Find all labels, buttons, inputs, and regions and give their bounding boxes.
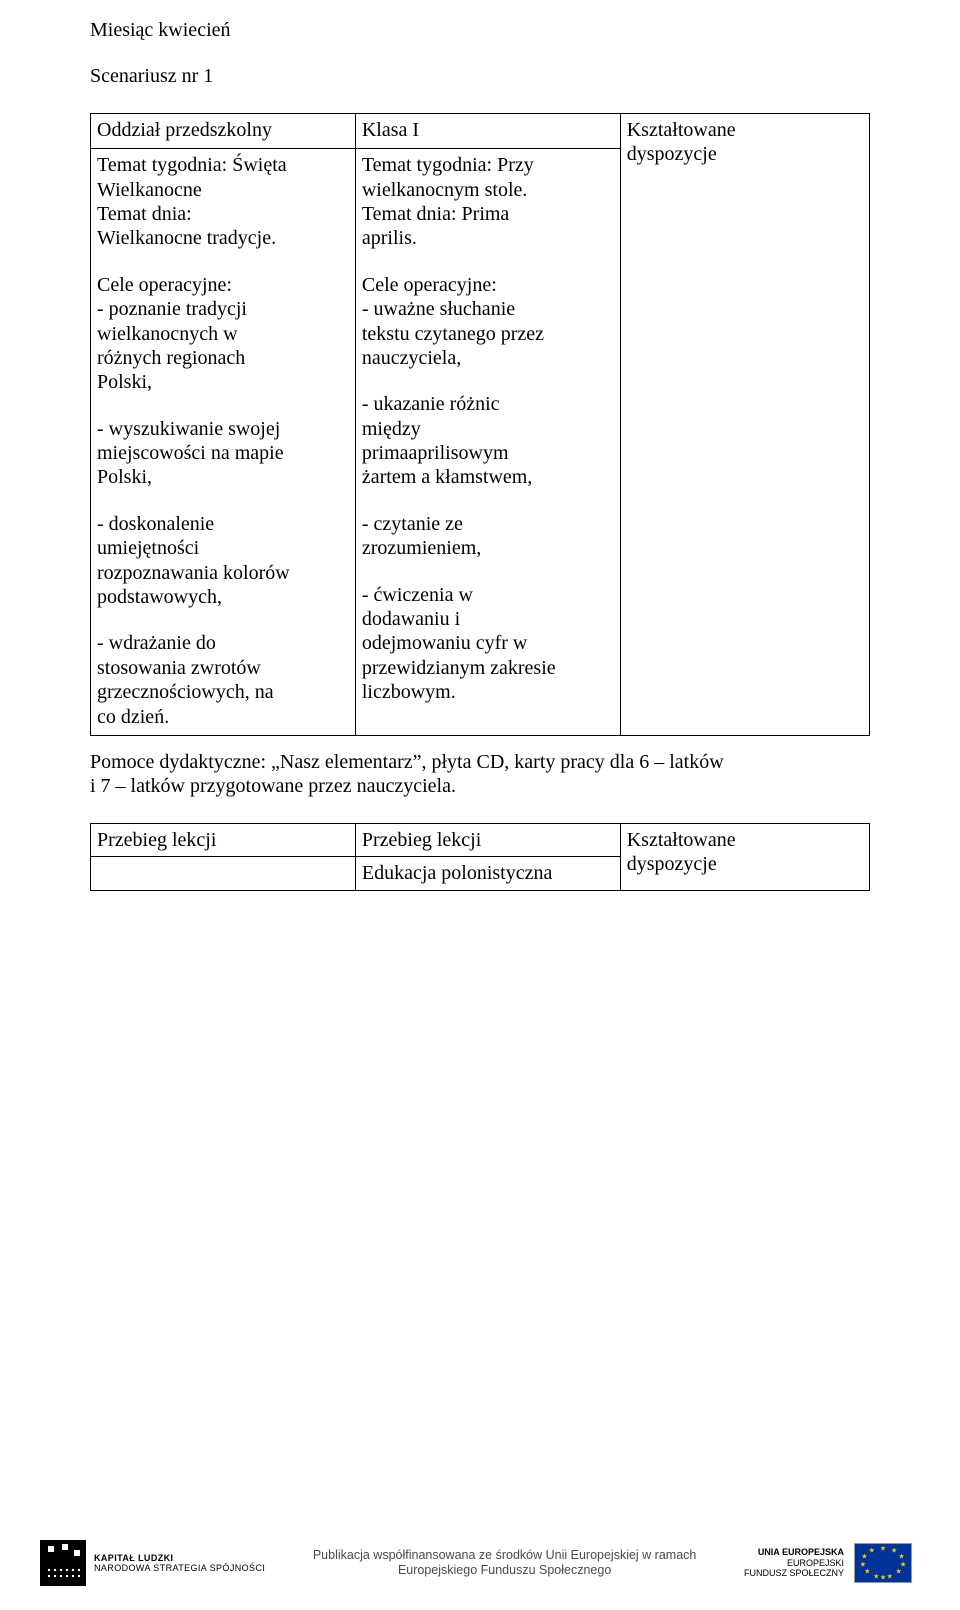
cell-preschool-body: Temat tygodnia: Święta Wielkanocne Temat… [91,149,356,736]
kl-text: KAPITAŁ LUDZKI NARODOWA STRATEGIA SPÓJNO… [94,1553,265,1574]
text-line: Polski, [97,370,349,394]
text-line: Wielkanocne [97,178,349,202]
text-line: wielkanocnym stole. [362,178,614,202]
page-footer: KAPITAŁ LUDZKI NARODOWA STRATEGIA SPÓJNO… [0,1540,960,1586]
th-class1: Klasa I [355,113,620,148]
flow-table: Przebieg lekcji Przebieg lekcji Kształto… [90,823,870,891]
text-line: - wyszukiwanie swojej [97,417,349,441]
text-line: miejscowości na mapie [97,441,349,465]
text-line: - ukazanie różnic [362,392,614,416]
text-line: żartem a kłamstwem, [362,465,614,489]
table-row: Oddział przedszkolny Klasa I Kształtowan… [91,113,870,148]
aids-line2: i 7 – latków przygotowane przez nauczyci… [90,774,870,798]
kl-subtitle: NARODOWA STRATEGIA SPÓJNOŚCI [94,1563,265,1573]
table-row: Przebieg lekcji Przebieg lekcji Kształto… [91,823,870,856]
text-line: umiejętności [97,536,349,560]
page: Miesiąc kwiecień Scenariusz nr 1 Oddział… [0,0,960,1610]
text-line: Temat tygodnia: Święta [97,153,349,177]
flow-education-type: Edukacja polonistyczna [355,857,620,890]
th-preschool: Oddział przedszkolny [91,113,356,148]
kl-title: KAPITAŁ LUDZKI [94,1553,265,1563]
text-line: aprilis. [362,226,614,250]
text-line: - czytanie ze [362,512,614,536]
header-block: Miesiąc kwiecień Scenariusz nr 1 [90,18,870,89]
text-line: co dzień. [97,705,349,729]
text-line: - poznanie tradycji [97,297,349,321]
text-line: różnych regionach [97,346,349,370]
disp-line2: dyspozycje [627,143,717,165]
disp-line1: Kształtowane [627,829,736,851]
text-line: tekstu czytanego przez [362,322,614,346]
text-line: grzecznościowych, na [97,680,349,704]
text-line: Temat dnia: [97,202,349,226]
flow-th-mid: Przebieg lekcji [355,823,620,856]
text-line: Wielkanocne tradycje. [97,226,349,250]
text-line: primaaprilisowym [362,441,614,465]
text-line: odejmowaniu cyfr w [362,631,614,655]
text-line: - doskonalenie [97,512,349,536]
text-line: Cele operacyjne: [97,273,349,297]
eu-text: UNIA EUROPEJSKA EUROPEJSKI FUNDUSZ SPOŁE… [744,1547,844,1579]
text-line: stosowania zwrotów [97,656,349,680]
kapital-ludzki-logo: KAPITAŁ LUDZKI NARODOWA STRATEGIA SPÓJNO… [40,1540,265,1586]
disp-line2: dyspozycje [627,853,717,875]
header-month: Miesiąc kwiecień [90,18,870,42]
th-dispositions: Kształtowane dyspozycje [620,113,869,735]
eu-line1: UNIA EUROPEJSKA [744,1547,844,1558]
text-line: Temat tygodnia: Przy [362,153,614,177]
text-line: między [362,417,614,441]
main-table: Oddział przedszkolny Klasa I Kształtowan… [90,113,870,736]
text-line: rozpoznawania kolorów [97,561,349,585]
footer-statement: Publikacja współfinansowana ze środków U… [283,1548,726,1579]
eu-line3: FUNDUSZ SPOŁECZNY [744,1568,844,1579]
text-line: liczbowym. [362,680,614,704]
text-line: Cele operacyjne: [362,273,614,297]
text-line: zrozumieniem, [362,536,614,560]
eu-line2: EUROPEJSKI [744,1558,844,1569]
text-line: - uważne słuchanie [362,297,614,321]
cell-class1-body: Temat tygodnia: Przy wielkanocnym stole.… [355,149,620,736]
text-line: - wdrażanie do [97,631,349,655]
disp-line1: Kształtowane [627,119,736,141]
aids-line1: Pomoce dydaktyczne: „Nasz elementarz”, p… [90,750,870,774]
text-line: nauczyciela, [362,346,614,370]
text-line: przewidzianym zakresie [362,656,614,680]
text-line: - ćwiczenia w [362,583,614,607]
text-line: Temat dnia: Prima [362,202,614,226]
header-scenario: Scenariusz nr 1 [90,64,870,88]
kl-square-icon [40,1540,86,1586]
eu-flag-icon: ★ ★ ★ ★ ★ ★ ★ ★ ★ ★ ★ ★ [854,1543,912,1583]
eu-block: UNIA EUROPEJSKA EUROPEJSKI FUNDUSZ SPOŁE… [744,1543,912,1583]
text-line: Polski, [97,465,349,489]
text-line: dodawaniu i [362,607,614,631]
flow-empty-left [91,857,356,890]
text-line: podstawowych, [97,585,349,609]
teaching-aids: Pomoce dydaktyczne: „Nasz elementarz”, p… [90,750,870,799]
flow-th-right: Kształtowane dyspozycje [620,823,869,890]
text-line: wielkanocnych w [97,322,349,346]
flow-th-left: Przebieg lekcji [91,823,356,856]
